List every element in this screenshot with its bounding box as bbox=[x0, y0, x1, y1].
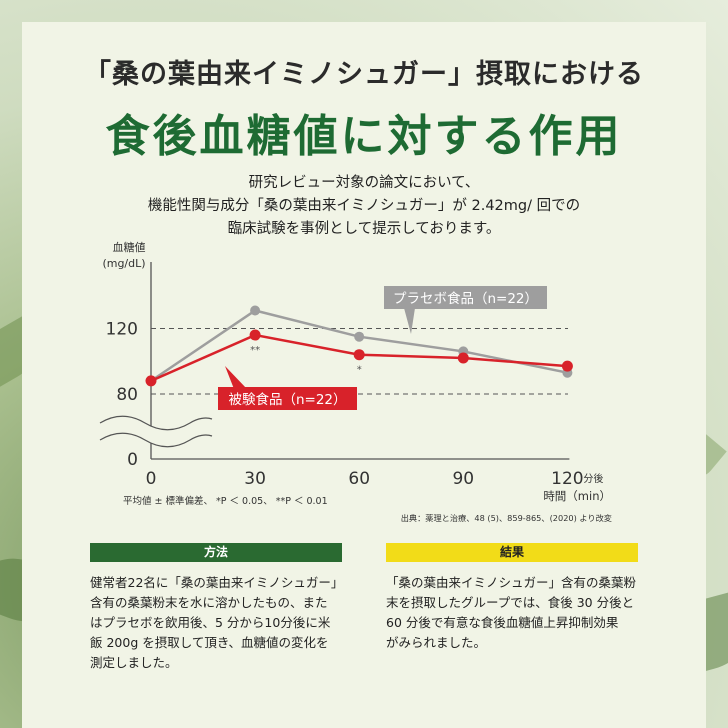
y-tick-label: 120 bbox=[106, 320, 138, 340]
method-box: 方法 健常者22名に「桑の葉由来イミノシュガー」 含有の桑葉粉末を水に溶かしたも… bbox=[90, 543, 344, 673]
content-card bbox=[22, 22, 706, 728]
x-tick-label: 90 bbox=[452, 469, 474, 489]
x-tick-label: 60 bbox=[348, 469, 370, 489]
method-body: 健常者22名に「桑の葉由来イミノシュガー」 含有の桑葉粉末を水に溶かしたもの、ま… bbox=[90, 573, 344, 673]
method-line: 健常者22名に「桑の葉由来イミノシュガー」 bbox=[90, 575, 344, 590]
footnote: 平均値 ± 標準偏差、 *P ＜ 0.05、 **P ＜ 0.01 bbox=[123, 495, 328, 507]
test-label-pointer bbox=[225, 366, 247, 389]
test-legend-label: 被験食品（n=22） bbox=[228, 391, 346, 408]
result-line: 60 分後で有意な食後血糖値上昇抑制効果 bbox=[386, 615, 619, 630]
data-point bbox=[250, 305, 261, 316]
result-body: 「桑の葉由来イミノシュガー」含有の桑葉粉 末を摂取したグループでは、食後 30 … bbox=[386, 573, 638, 653]
method-line: 飯 200g を摂取して頂き、血糖値の変化を bbox=[90, 635, 329, 650]
x-tick-label: 120 bbox=[551, 469, 583, 489]
data-point bbox=[145, 375, 157, 387]
x-axis-label: 時間（min） bbox=[543, 489, 611, 503]
result-line: 末を摂取したグループでは、食後 30 分後と bbox=[386, 595, 635, 610]
placebo-legend-label: プラセボ食品（n=22） bbox=[393, 290, 538, 307]
y-axis-label: (mg/dL) bbox=[102, 257, 145, 270]
axis-break-wave bbox=[99, 415, 213, 431]
test-label-box bbox=[218, 387, 357, 410]
source-citation: 出典：薬理と治療、48 (5)、859-865、(2020) より改変 bbox=[401, 513, 612, 523]
placebo-label-pointer bbox=[404, 308, 415, 334]
method-line: はプラセボを飲用後、5 分から10分後に米 bbox=[90, 615, 331, 630]
result-heading: 結果 bbox=[386, 543, 638, 562]
axis-break-band bbox=[100, 416, 212, 447]
method-line: 含有の桑葉粉末を水に溶かしたもの、また bbox=[90, 595, 328, 610]
data-point bbox=[353, 349, 365, 361]
significance-mark: * bbox=[357, 365, 362, 376]
placebo-label-box bbox=[384, 286, 547, 309]
x-unit-note: 分後 bbox=[583, 472, 603, 485]
result-line: がみられました。 bbox=[386, 635, 487, 650]
intro-line: 臨床試験を事例として提示しております。 bbox=[227, 221, 501, 237]
y-axis-label: 血糖値 bbox=[113, 240, 146, 254]
data-point bbox=[354, 331, 365, 342]
data-point bbox=[249, 329, 261, 341]
intro-text: 研究レビュー対象の論文において、 機能性関与成分「桑の葉由来イミノシュガー」が … bbox=[0, 172, 728, 241]
result-line: 「桑の葉由来イミノシュガー」含有の桑葉粉 bbox=[386, 575, 637, 590]
x-tick-label: 30 bbox=[244, 469, 266, 489]
data-point bbox=[561, 360, 573, 372]
result-box: 結果 「桑の葉由来イミノシュガー」含有の桑葉粉 末を摂取したグループでは、食後 … bbox=[386, 543, 638, 653]
title-line-2: 食後血糖値に対する作用 bbox=[105, 111, 623, 162]
axis-break-wave bbox=[99, 432, 213, 448]
title-line-1: 「桑の葉由来イミノシュガー」摂取における bbox=[84, 59, 644, 90]
y-tick-label: 80 bbox=[116, 385, 138, 405]
data-point bbox=[457, 352, 469, 364]
method-heading: 方法 bbox=[90, 543, 342, 562]
y-tick-label: 0 bbox=[127, 450, 138, 470]
intro-line: 研究レビュー対象の論文において、 bbox=[248, 175, 480, 191]
intro-line: 機能性関与成分「桑の葉由来イミノシュガー」が 2.42mg/ 回での bbox=[147, 198, 581, 214]
method-line: 測定しました。 bbox=[90, 655, 178, 670]
significance-mark: ** bbox=[250, 345, 260, 356]
x-tick-label: 0 bbox=[146, 469, 157, 489]
